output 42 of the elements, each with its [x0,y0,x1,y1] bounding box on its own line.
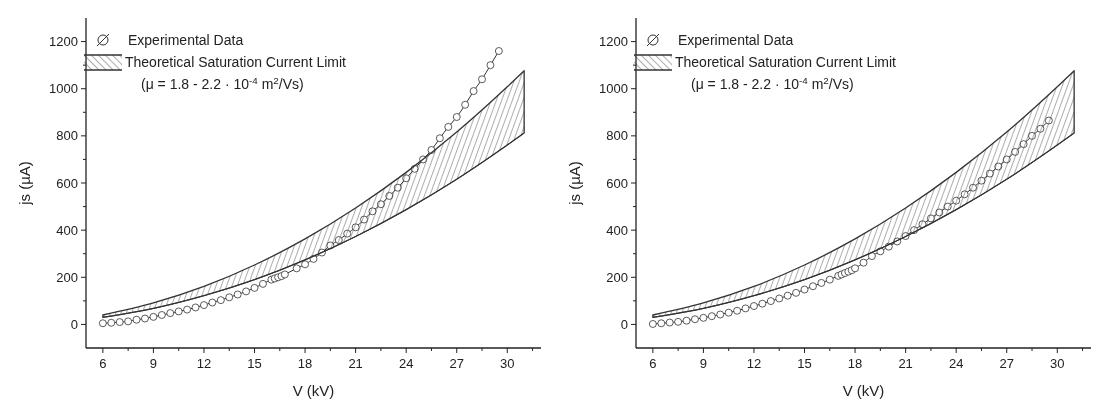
x-tick-label: 18 [847,356,863,371]
x-tick-label: 15 [797,356,812,371]
y-tick-label: 800 [606,128,628,144]
y-tick-label: 1200 [599,34,628,50]
x-tick-label: 15 [247,356,262,371]
x-tick-label: 30 [500,356,515,371]
y-tick-label: 400 [56,222,78,238]
annotation: (μ = 1.8 - 2.2 · 10$^{-4}$ m$^{2}$/Vs) [691,74,854,92]
x-axis-title: V (kV) [292,382,335,399]
y-tick-label: 600 [606,175,628,191]
y-axis-title: js (µA) [566,161,583,206]
y-tick-label: 400 [606,222,628,238]
y-tick-label: 800 [56,128,78,144]
y-tick-label: 200 [606,269,628,285]
x-axis-title: V (kV) [842,382,885,399]
x-tick-label: 24 [398,356,414,371]
y-tick-label: 0 [70,316,78,332]
legend-label: Experimental Data [128,31,244,48]
x-tick-label: 24 [948,356,964,371]
x-tick-label: 30 [1050,356,1065,371]
x-tick-label: 18 [297,356,313,371]
y-tick-label: 1000 [49,81,78,97]
x-tick-label: 9 [699,356,708,371]
y-tick-label: 600 [56,175,78,191]
x-tick-label: 21 [348,356,363,371]
x-tick-label: 27 [449,356,464,371]
y-tick-label: 1000 [599,81,628,97]
x-tick-label: 6 [649,356,657,371]
legend-label: Theoretical Saturation Current Limit [125,53,347,70]
x-tick-label: 21 [898,356,913,371]
y-tick-label: 0 [620,316,628,332]
y-tick-label: 200 [56,269,78,285]
x-tick-label: 12 [746,356,762,371]
y-tick-label: 1200 [49,34,78,50]
x-tick-label: 6 [99,356,107,371]
y-axis-title: js (µA) [16,161,33,206]
x-tick-label: 12 [196,356,212,371]
x-tick-label: 9 [149,356,158,371]
legend-label: Theoretical Saturation Current Limit [675,53,897,70]
legend-label: Experimental Data [678,31,794,48]
x-tick-label: 27 [999,356,1014,371]
annotation: (μ = 1.8 - 2.2 · 10$^{-4}$ m$^{2}$/Vs) [141,74,304,92]
